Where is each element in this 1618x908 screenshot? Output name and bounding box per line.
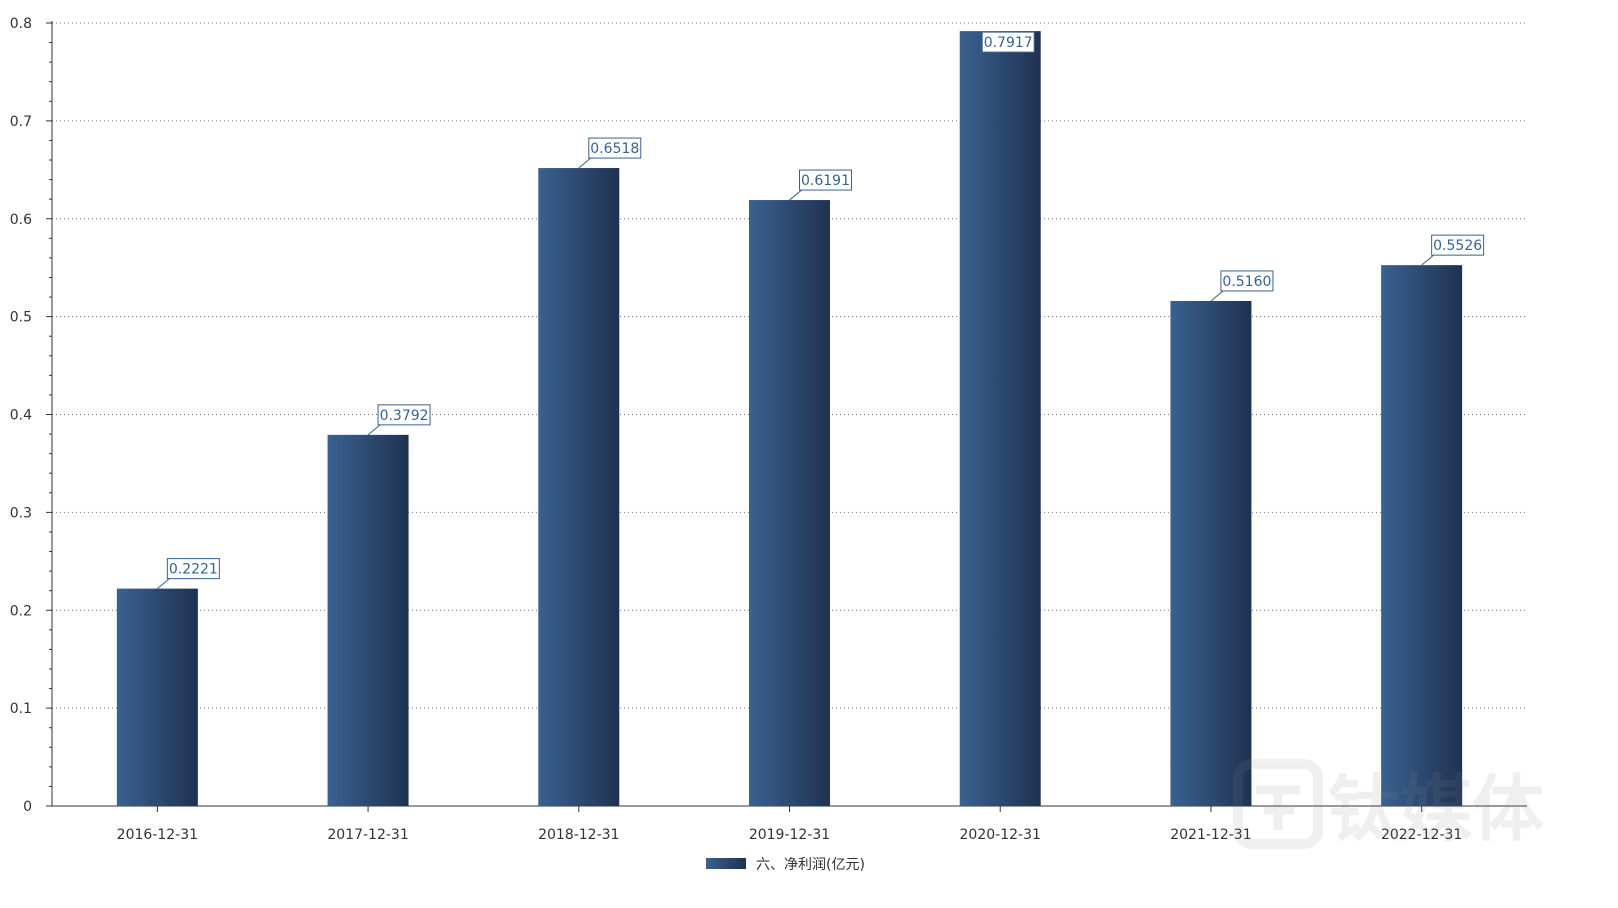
bar[interactable]: [116, 588, 198, 806]
bar[interactable]: [749, 200, 830, 806]
data-label: 0.5160: [1222, 274, 1271, 290]
watermark: 钛媒体: [1233, 759, 1544, 851]
data-label: 0.2221: [169, 562, 218, 578]
watermark-logo-icon: [1233, 759, 1323, 849]
bars: [116, 31, 1463, 807]
data-label-box: [1431, 234, 1485, 256]
label-leader-line: [578, 157, 592, 169]
label-leader-line: [367, 424, 381, 436]
y-tick-label: 0: [23, 799, 32, 815]
data-label-box: [588, 137, 642, 159]
bar[interactable]: [959, 31, 1041, 807]
data-label: 0.5526: [1433, 238, 1482, 254]
label-leader-line: [1210, 290, 1224, 302]
y-tick-label: 0.1: [10, 701, 32, 717]
x-tick-label: 2021-12-31: [1170, 827, 1251, 843]
x-tick-label: 2019-12-31: [749, 827, 830, 843]
y-tick-label: 0.7: [10, 114, 32, 130]
data-label-box: [166, 558, 220, 580]
y-tick-label: 0.6: [10, 212, 32, 228]
y-tick-label: 0.2: [10, 603, 32, 619]
data-label: 0.6518: [590, 141, 639, 157]
y-tick-label: 0.8: [10, 16, 32, 32]
y-tick-label: 0.4: [10, 408, 32, 424]
legend[interactable]: 六、净利润(亿元): [706, 857, 865, 873]
data-labels: 0.2221 0.3792 0.6518 0.6191 0.7917 0.5160 0.55…: [157, 31, 1485, 590]
watermark-logo-mark: [1256, 785, 1300, 830]
data-label: 0.7917: [984, 35, 1033, 51]
y-tick-label: 0.5: [10, 310, 32, 326]
data-label: 0.3792: [380, 408, 429, 424]
legend-swatch[interactable]: [706, 858, 746, 869]
x-tick-label: 2016-12-31: [117, 827, 198, 843]
x-tick-label: 2018-12-31: [538, 827, 619, 843]
data-label: 0.6191: [801, 173, 850, 189]
bar[interactable]: [327, 434, 409, 806]
bar[interactable]: [1381, 265, 1463, 806]
x-tick-label: 2022-12-31: [1381, 827, 1462, 843]
bar[interactable]: [1170, 300, 1252, 806]
label-leader-line: [157, 578, 170, 590]
bar[interactable]: [538, 168, 620, 806]
data-label-box: [377, 404, 431, 426]
label-leader-line: [789, 189, 802, 201]
label-leader-line: [1421, 254, 1434, 266]
data-label-box: [799, 169, 852, 191]
data-label-box: [981, 31, 1035, 53]
data-label-box: [1220, 270, 1274, 292]
legend-label[interactable]: 六、净利润(亿元): [756, 857, 865, 873]
x-tick-label: 2020-12-31: [960, 827, 1041, 843]
x-tick-label: 2017-12-31: [327, 827, 408, 843]
watermark-text: 钛媒体: [1328, 767, 1544, 851]
y-tick-label: 0.3: [10, 505, 32, 521]
